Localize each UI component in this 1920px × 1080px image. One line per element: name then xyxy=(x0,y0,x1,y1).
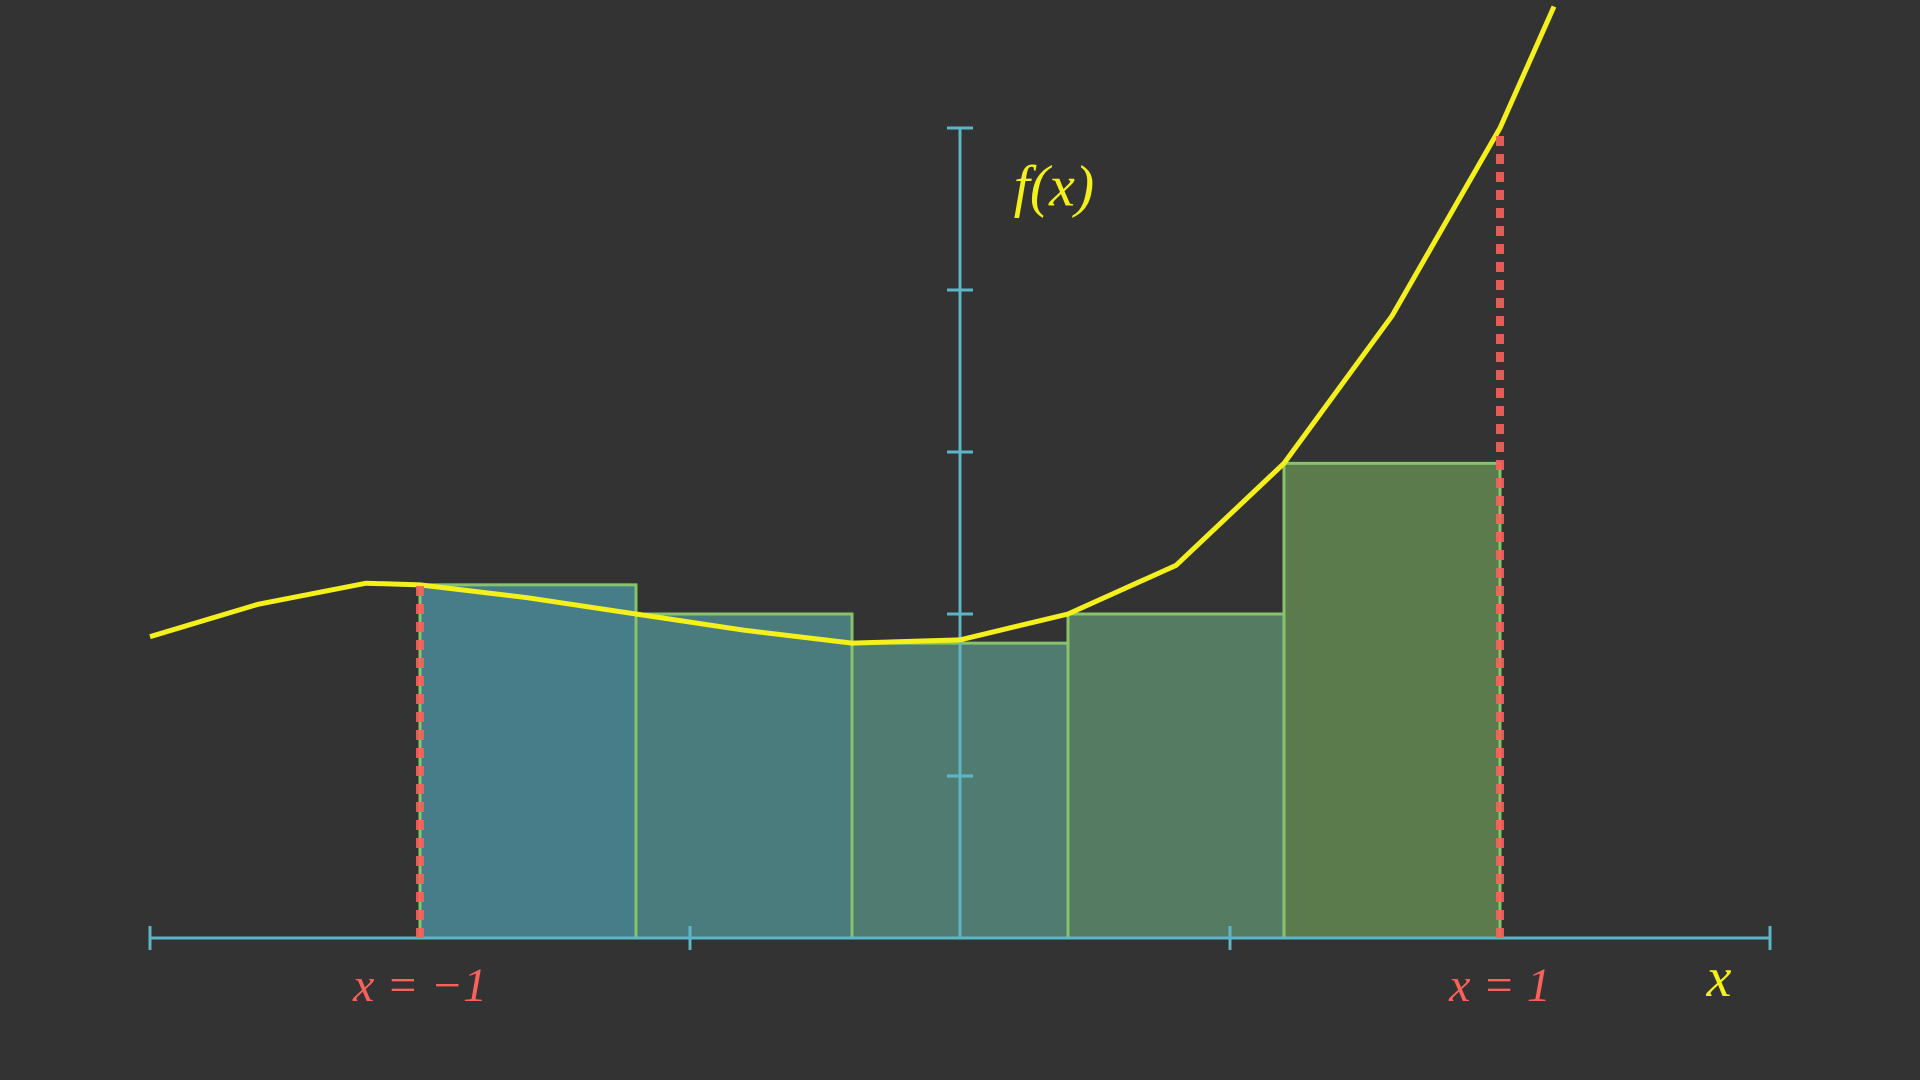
bound-label: x = −1 xyxy=(352,959,487,1012)
bar xyxy=(634,612,854,940)
x-axis-label: x xyxy=(1706,947,1732,1009)
curve xyxy=(149,5,1557,646)
bar xyxy=(418,583,638,940)
bar xyxy=(1066,612,1286,940)
bound-label: x = 1 xyxy=(1448,959,1551,1012)
y-axis-label: f(x) xyxy=(1014,153,1095,218)
bar xyxy=(1282,461,1502,940)
